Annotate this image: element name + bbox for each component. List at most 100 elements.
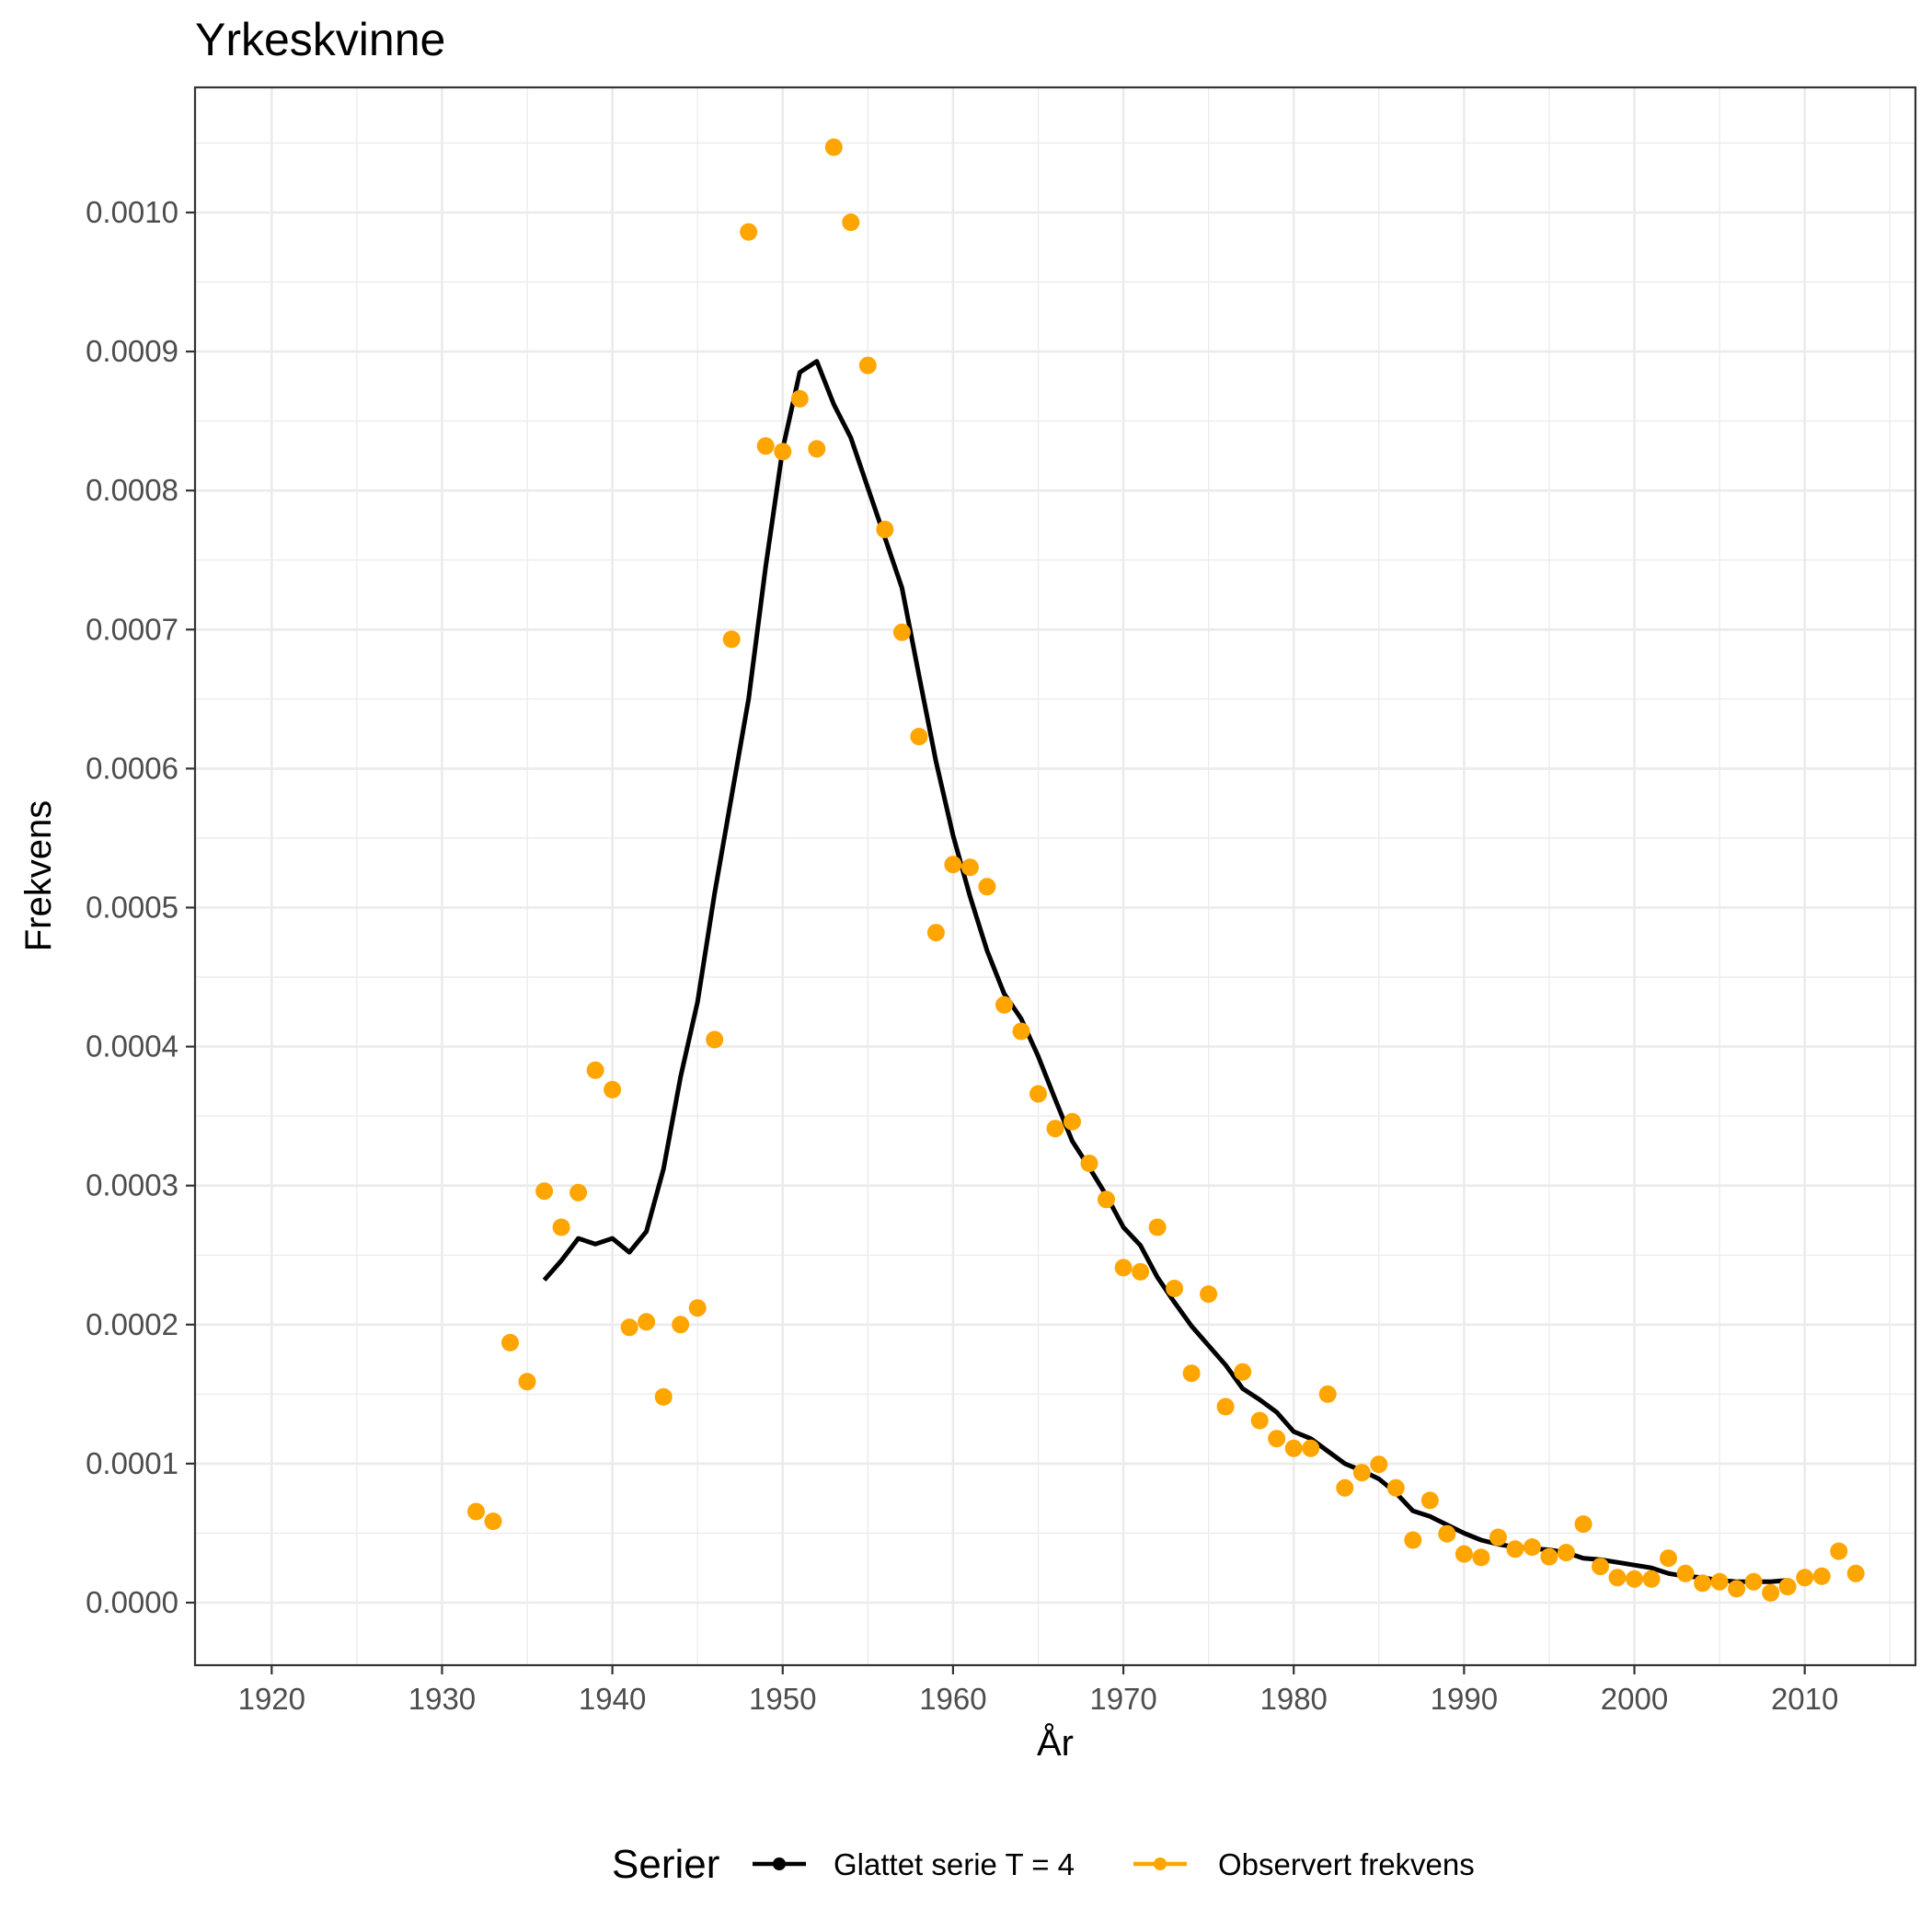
observed-point (978, 878, 996, 896)
observed-point (808, 440, 826, 458)
panel-border (193, 86, 1917, 1667)
observed-point (824, 138, 843, 156)
observed-point (1420, 1491, 1439, 1510)
observed-point (638, 1313, 656, 1331)
y-tick-label: 0.0001 (86, 1446, 178, 1480)
observed-point (740, 223, 758, 241)
observed-point (518, 1373, 536, 1391)
y-tick-label: 0.0010 (86, 195, 178, 229)
observed-point (586, 1061, 604, 1079)
observed-point (706, 1030, 724, 1049)
x-tick-label: 1990 (1431, 1682, 1498, 1716)
observed-point (620, 1318, 638, 1337)
observed-point (688, 1299, 707, 1317)
y-tick-label: 0.0009 (86, 334, 178, 368)
x-axis: 1920 1930 1940 1950 1960 1970 1980 1990 2000 2010 (238, 1665, 1838, 1716)
observed-point (1284, 1439, 1303, 1457)
observed-point (1166, 1280, 1184, 1297)
observed-point (1846, 1564, 1865, 1582)
x-tick-label: 1930 (408, 1682, 476, 1716)
observed-point (672, 1316, 690, 1334)
observed-point (1660, 1549, 1677, 1568)
observed-point (876, 521, 894, 538)
observed-point (1064, 1112, 1081, 1131)
grid-major (195, 87, 1915, 1665)
observed-point (1098, 1190, 1115, 1209)
observed-point (1216, 1397, 1235, 1416)
observed-point (722, 630, 741, 649)
observed-point (1676, 1564, 1695, 1582)
y-axis: 0.0000 0.0001 0.0002 0.0003 0.0004 0.0005 0.00… (86, 195, 195, 1619)
y-tick-label: 0.0002 (86, 1307, 178, 1341)
x-tick-label: 1970 (1089, 1682, 1156, 1716)
observed-point (1557, 1544, 1575, 1562)
observed-point (1386, 1478, 1405, 1497)
observed-point (1234, 1363, 1252, 1381)
observed-point (1744, 1572, 1763, 1591)
plot-panel (193, 86, 1917, 1667)
observed-point (1574, 1515, 1593, 1534)
observed-point (756, 437, 775, 455)
y-tick-label: 0.0004 (86, 1029, 178, 1064)
observed-point (910, 728, 928, 746)
observed-point (1489, 1528, 1507, 1547)
observed-point (774, 443, 792, 461)
series-line (542, 359, 1788, 1584)
observed-point (1455, 1545, 1473, 1563)
observed-point (654, 1387, 673, 1406)
observed-point (1830, 1542, 1848, 1560)
observed-point (926, 924, 945, 942)
legend-key-observed (1133, 1857, 1187, 1870)
observed-point (1778, 1578, 1797, 1596)
y-tick-label: 0.0003 (86, 1168, 178, 1202)
x-tick-label: 1920 (238, 1682, 305, 1716)
observed-point (858, 356, 877, 374)
observed-point (1302, 1439, 1320, 1457)
observed-point (1592, 1558, 1609, 1576)
observed-point (1080, 1155, 1098, 1172)
x-tick-label: 1940 (579, 1682, 646, 1716)
observed-point (1200, 1285, 1218, 1304)
observed-point (1796, 1569, 1814, 1587)
observed-point (995, 995, 1013, 1014)
observed-point (1540, 1547, 1558, 1566)
y-tick-label: 0.0007 (86, 612, 178, 646)
observed-point (552, 1218, 570, 1236)
legend-label-observed: Observert frekvens (1218, 1847, 1475, 1881)
legend-label-smoothed: Glattet serie T = 4 (834, 1847, 1075, 1881)
x-tick-label: 1980 (1259, 1682, 1327, 1716)
observed-point (484, 1512, 502, 1531)
observed-point (1626, 1570, 1643, 1588)
y-tick-label: 0.0008 (86, 473, 178, 507)
observed-point (1762, 1583, 1780, 1602)
observed-point (1182, 1364, 1201, 1383)
observed-point (1438, 1524, 1456, 1543)
series-points (467, 138, 1865, 1602)
observed-point (1132, 1262, 1150, 1281)
observed-point (1506, 1540, 1524, 1558)
observed-point (842, 213, 860, 232)
observed-point (960, 858, 979, 877)
x-tick-label: 1950 (749, 1682, 816, 1716)
observed-point (1268, 1430, 1286, 1448)
chart-title: Yrkeskvinne (195, 14, 445, 65)
y-axis-title: Frekvens (18, 800, 59, 952)
observed-point (1148, 1218, 1167, 1236)
observed-point (604, 1080, 622, 1098)
observed-point (1608, 1569, 1627, 1587)
smoothed-series-line (542, 359, 1788, 1584)
legend-key-smoothed (753, 1857, 806, 1870)
observed-point (1046, 1120, 1064, 1138)
observed-point (1710, 1572, 1729, 1591)
observed-point (1250, 1411, 1269, 1430)
observed-point (1694, 1574, 1712, 1593)
x-tick-label: 2000 (1601, 1682, 1668, 1716)
observed-point (1642, 1570, 1661, 1588)
observed-point (1336, 1478, 1354, 1497)
legend-title: Serier (612, 1842, 719, 1887)
observed-point (569, 1183, 588, 1202)
x-tick-label: 1960 (919, 1682, 986, 1716)
observed-point (1728, 1580, 1746, 1598)
x-axis-title: År (1037, 1722, 1074, 1764)
